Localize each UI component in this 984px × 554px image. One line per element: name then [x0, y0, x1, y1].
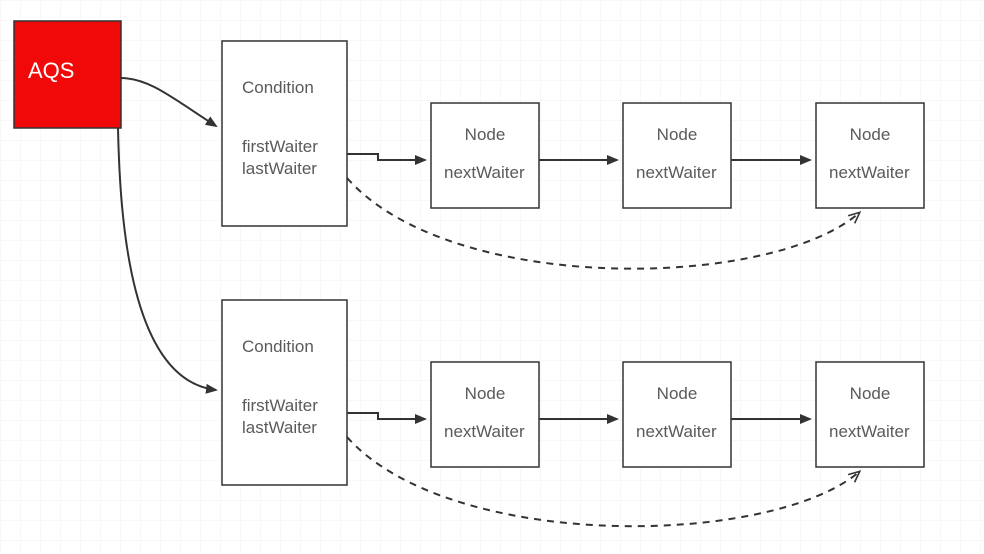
condition-box [222, 41, 347, 226]
node-title: Node [850, 125, 891, 144]
node-box [816, 362, 924, 467]
node-box [431, 103, 539, 208]
node-nextwaiter: nextWaiter [829, 422, 910, 441]
node-title: Node [657, 384, 698, 403]
node-box [816, 103, 924, 208]
condition-firstwaiter: firstWaiter [242, 137, 318, 156]
condition-firstwaiter: firstWaiter [242, 396, 318, 415]
node-nextwaiter: nextWaiter [444, 163, 525, 182]
node-box [623, 103, 731, 208]
diagram-canvas: AQS Condition firstWaiter lastWaiter Conditi… [0, 0, 984, 554]
node-nextwaiter: nextWaiter [829, 163, 910, 182]
node-title: Node [850, 384, 891, 403]
node-nextwaiter: nextWaiter [636, 422, 717, 441]
condition-title: Condition [242, 337, 314, 356]
node-title: Node [465, 125, 506, 144]
condition-lastwaiter: lastWaiter [242, 418, 317, 437]
node-title: Node [465, 384, 506, 403]
node-box [431, 362, 539, 467]
condition-box [222, 300, 347, 485]
condition-lastwaiter: lastWaiter [242, 159, 317, 178]
node-nextwaiter: nextWaiter [636, 163, 717, 182]
condition-title: Condition [242, 78, 314, 97]
node-nextwaiter: nextWaiter [444, 422, 525, 441]
aqs-label: AQS [28, 58, 74, 83]
node-title: Node [657, 125, 698, 144]
node-box [623, 362, 731, 467]
